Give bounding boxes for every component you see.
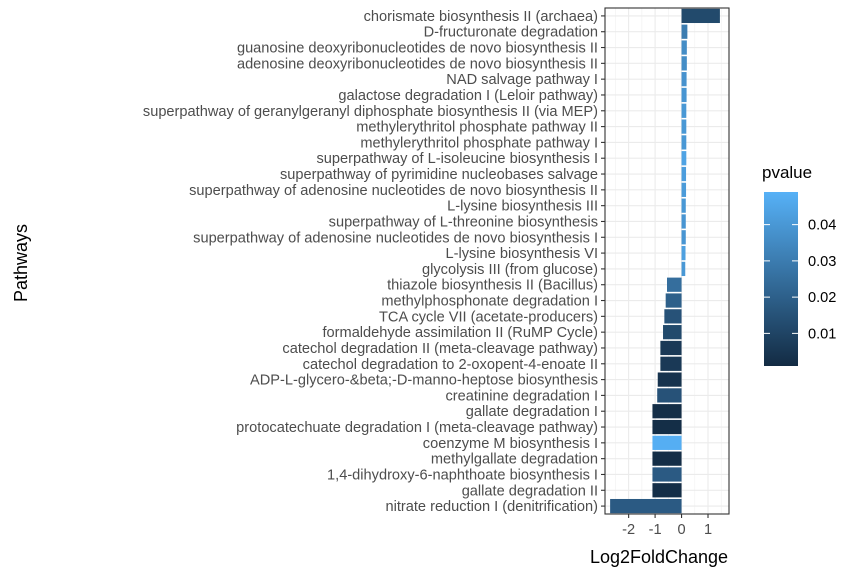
legend-ticks: 0.01 0.02 0.03 0.04 bbox=[764, 218, 836, 342]
y-tick-label: D-fructuronate degradation bbox=[424, 25, 598, 41]
y-tick-label: catechol degradation II (meta-cleavage p… bbox=[282, 341, 598, 357]
x-tick-label: 1 bbox=[704, 522, 712, 538]
y-tick-label: adenosine deoxyribonucleotides de novo b… bbox=[237, 56, 598, 72]
legend-title: pvalue bbox=[762, 163, 812, 182]
y-tick-label: guanosine deoxyribonucleotides de novo b… bbox=[237, 41, 598, 57]
bar bbox=[657, 388, 682, 403]
bar bbox=[660, 340, 682, 356]
bar bbox=[681, 56, 687, 71]
y-tick-label: ADP-L-glycero-&beta;-D-manno-heptose bio… bbox=[250, 373, 598, 389]
y-tick-label: formaldehyde assimilation II (RuMP Cycle… bbox=[323, 325, 599, 341]
y-tick-label: L-lysine biosynthesis VI bbox=[446, 246, 599, 262]
y-tick-label: chorismate biosynthesis II (archaea) bbox=[364, 9, 598, 25]
grid bbox=[605, 8, 729, 514]
y-tick-label: superpathway of L-threonine biosynthesis bbox=[329, 214, 598, 230]
y-tick-label: galactose degradation I (Leloir pathway) bbox=[338, 88, 598, 104]
bar bbox=[663, 325, 682, 340]
y-tick-label: L-lysine biosynthesis III bbox=[447, 199, 598, 215]
bar bbox=[652, 467, 682, 482]
bar bbox=[681, 87, 687, 103]
y-tick-label: gallate degradation I bbox=[466, 404, 598, 420]
bar bbox=[652, 451, 682, 466]
y-tick-label: thiazole biosynthesis II (Bacillus) bbox=[387, 278, 598, 294]
x-axis-title: Log2FoldChange bbox=[590, 547, 728, 567]
y-tick-label: catechol degradation to 2-oxopent-4-enoa… bbox=[303, 357, 598, 373]
bar bbox=[681, 119, 687, 134]
bar bbox=[681, 151, 687, 166]
y-tick-label: NAD salvage pathway I bbox=[446, 72, 598, 88]
y-tick-labels: chorismate biosynthesis II (archaea)D-fr… bbox=[143, 9, 605, 515]
bar bbox=[652, 419, 682, 435]
bar bbox=[610, 498, 682, 514]
bar bbox=[681, 24, 688, 39]
bar bbox=[681, 245, 686, 261]
y-tick-label: nitrate reduction I (denitrification) bbox=[385, 499, 598, 515]
bar bbox=[681, 40, 687, 55]
y-tick-label: superpathway of L-isoleucine biosynthesi… bbox=[317, 151, 599, 167]
y-tick-label: superpathway of geranylgeranyl diphospha… bbox=[143, 104, 598, 120]
x-tick-label: -2 bbox=[622, 522, 635, 538]
y-tick-label: coenzyme M biosynthesis I bbox=[423, 436, 598, 452]
bar bbox=[652, 483, 682, 498]
legend-tick-label: 0.04 bbox=[808, 218, 836, 234]
bar bbox=[652, 435, 682, 450]
bar bbox=[681, 103, 687, 118]
y-tick-label: superpathway of adenosine nucleotides de… bbox=[189, 183, 598, 199]
y-tick-label: creatinine degradation I bbox=[445, 388, 598, 404]
y-tick-label: methylphosphonate degradation I bbox=[381, 294, 598, 310]
bar bbox=[681, 72, 687, 87]
y-tick-label: methylerythritol phosphate pathway II bbox=[356, 120, 598, 136]
legend-tick-label: 0.02 bbox=[808, 290, 836, 306]
bar bbox=[665, 293, 682, 308]
y-tick-label: 1,4-dihydroxy-6-naphthoate biosynthesis … bbox=[327, 467, 598, 483]
bar bbox=[681, 261, 686, 277]
bar bbox=[681, 198, 686, 213]
y-tick-label: glycolysis III (from glucose) bbox=[422, 262, 598, 278]
y-axis-title: Pathways bbox=[11, 224, 31, 302]
bar bbox=[681, 182, 687, 197]
legend-tick-label: 0.03 bbox=[808, 254, 836, 270]
legend: pvalue 0.01 0.02 0.03 0.04 bbox=[762, 163, 836, 366]
x-ticks: -2 -1 0 1 bbox=[622, 514, 712, 538]
y-tick-label: TCA cycle VII (acetate-producers) bbox=[379, 309, 598, 325]
bar bbox=[657, 372, 682, 387]
bar bbox=[681, 230, 686, 245]
bar bbox=[664, 309, 682, 324]
y-tick-label: gallate degradation II bbox=[462, 483, 598, 499]
bar bbox=[681, 214, 686, 229]
bar bbox=[667, 277, 682, 292]
legend-tick-label: 0.01 bbox=[808, 326, 836, 342]
bar bbox=[660, 356, 682, 371]
y-tick-label: methylgallate degradation bbox=[431, 452, 598, 468]
y-tick-label: superpathway of adenosine nucleotides de… bbox=[193, 230, 598, 246]
x-tick-label: -1 bbox=[649, 522, 662, 538]
bars bbox=[610, 8, 720, 514]
x-tick-label: 0 bbox=[677, 522, 685, 538]
bar bbox=[681, 166, 687, 182]
bar bbox=[681, 8, 720, 24]
bar bbox=[652, 404, 682, 419]
legend-colorbar bbox=[764, 192, 798, 366]
y-tick-label: superpathway of pyrimidine nucleobases s… bbox=[280, 167, 598, 183]
panel-border bbox=[604, 7, 730, 515]
bar bbox=[681, 135, 687, 150]
y-tick-label: methylerythritol phosphate pathway I bbox=[360, 135, 598, 151]
y-tick-label: protocatechuate degradation I (meta-clea… bbox=[236, 420, 598, 436]
